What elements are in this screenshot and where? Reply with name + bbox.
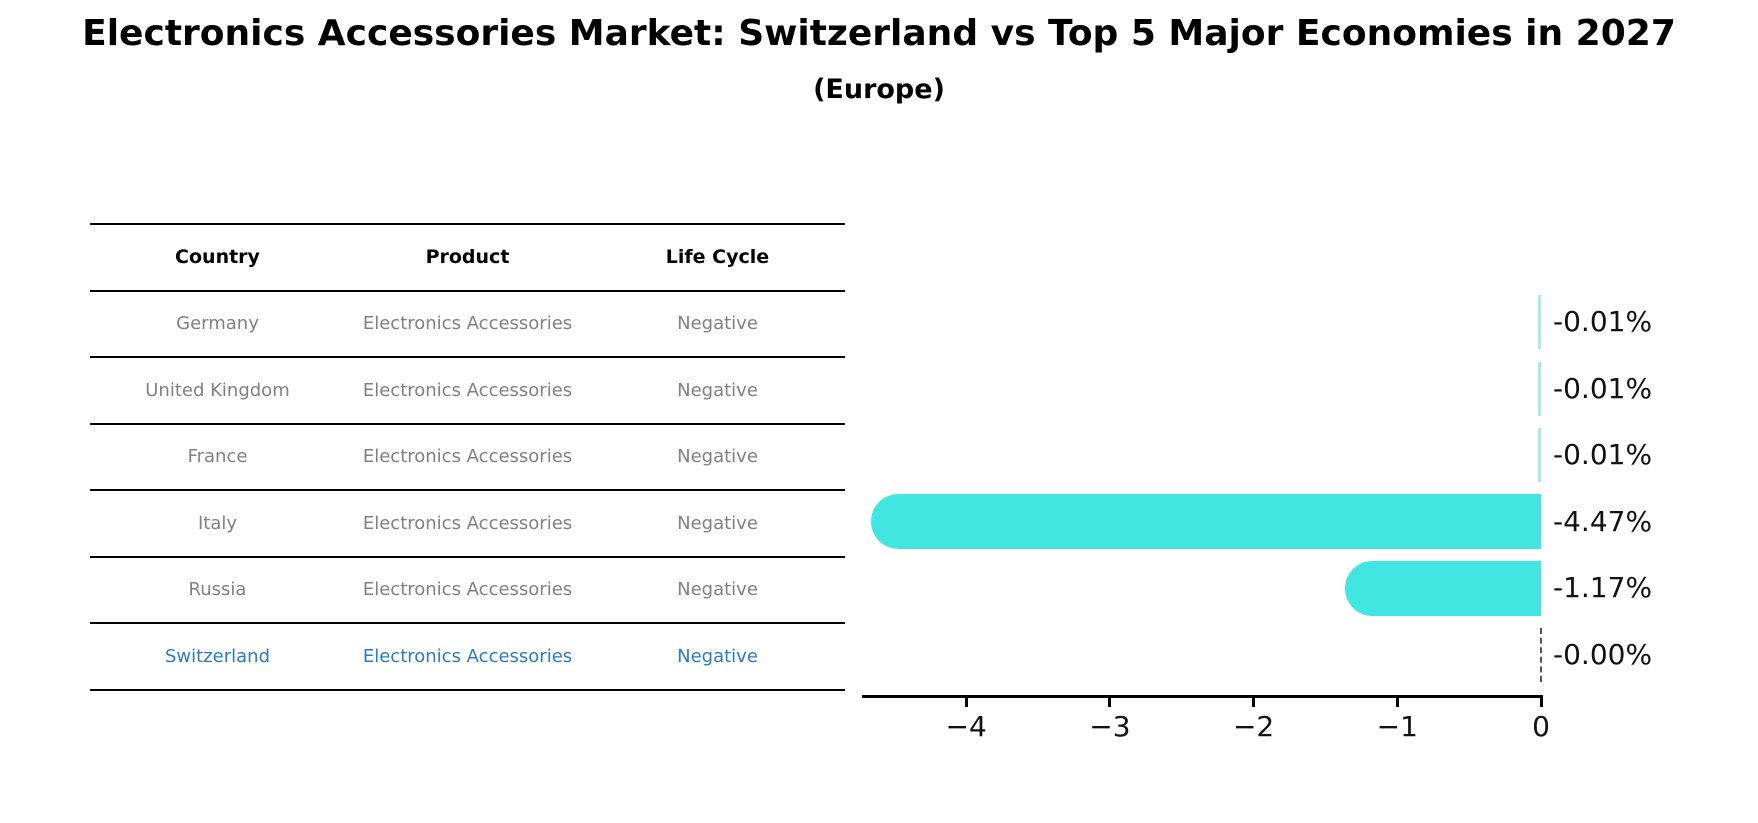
chart-title: Electronics Accessories Market: Switzerl… (82, 13, 1676, 54)
x-tick-label: −2 (1232, 710, 1275, 743)
table-cell-country: Italy (197, 512, 238, 534)
x-tick-label: −3 (1089, 710, 1131, 743)
table-cell-life-cycle: Negative (677, 579, 758, 601)
table-cell-country: Russia (188, 579, 247, 601)
bar-value-label: -0.01% (1553, 371, 1653, 405)
table-header-country: Country (175, 246, 260, 269)
table-header-product: Product (425, 246, 510, 269)
bar-tiny (1538, 428, 1541, 482)
bar-value-label: -1.17% (1553, 571, 1653, 604)
x-tick-mark (964, 698, 968, 707)
table-cell-country: United Kingdom (145, 379, 290, 401)
x-tick-mark (1108, 698, 1112, 707)
table-header-life-cycle: Life Cycle (665, 246, 770, 269)
bar-value-label: -0.00% (1553, 637, 1653, 671)
table-cell-product: Electronics Accessories (362, 446, 573, 468)
bar-value-label: -0.01% (1553, 305, 1653, 338)
table-cell-country: Germany (176, 313, 259, 335)
x-tick-label: −1 (1376, 710, 1418, 743)
table-cell-life-cycle: Negative (677, 512, 758, 534)
x-tick-mark (1252, 698, 1256, 707)
table-cell-life-cycle: Negative (677, 379, 758, 401)
bar-tiny (1538, 295, 1541, 349)
table-cell-country: Switzerland (165, 645, 270, 667)
zero-value-dashed-line (1540, 627, 1542, 682)
chart-subtitle: (Europe) (813, 74, 945, 105)
x-tick-mark (1395, 698, 1399, 707)
x-axis-line (862, 695, 1543, 698)
table-row: Switzerland Electronics Accessories Nega… (90, 624, 845, 691)
country-table: Country Product Life Cycle Germany Elect… (90, 223, 845, 691)
x-tick-mark (1539, 698, 1543, 707)
table-cell-product: Electronics Accessories (362, 645, 573, 667)
table-cell-product: Electronics Accessories (362, 512, 573, 534)
x-tick-label: 0 (1532, 710, 1550, 743)
table-cell-product: Electronics Accessories (362, 313, 573, 335)
table-row: Russia Electronics Accessories Negative (90, 558, 845, 624)
x-tick-label: −4 (945, 710, 987, 743)
bar-value-label: -4.47% (1553, 504, 1653, 538)
table-body: Germany Electronics Accessories Negative… (90, 292, 845, 691)
bar (871, 494, 1541, 549)
bar-value-label: -0.01% (1553, 438, 1653, 471)
table-cell-life-cycle: Negative (677, 446, 758, 468)
bar-tiny (1538, 361, 1541, 416)
table-cell-product: Electronics Accessories (362, 579, 573, 601)
table-cell-country: France (187, 446, 248, 468)
table-row: Italy Electronics Accessories Negative (90, 491, 845, 558)
table-row: France Electronics Accessories Negative (90, 425, 845, 491)
bar (1345, 560, 1541, 616)
table-row: United Kingdom Electronics Accessories N… (90, 358, 845, 425)
table-cell-product: Electronics Accessories (362, 379, 573, 401)
table-header-row: Country Product Life Cycle (90, 225, 845, 292)
table-cell-life-cycle: Negative (677, 313, 758, 335)
table-cell-life-cycle: Negative (677, 645, 758, 667)
table-row: Germany Electronics Accessories Negative (90, 292, 845, 358)
